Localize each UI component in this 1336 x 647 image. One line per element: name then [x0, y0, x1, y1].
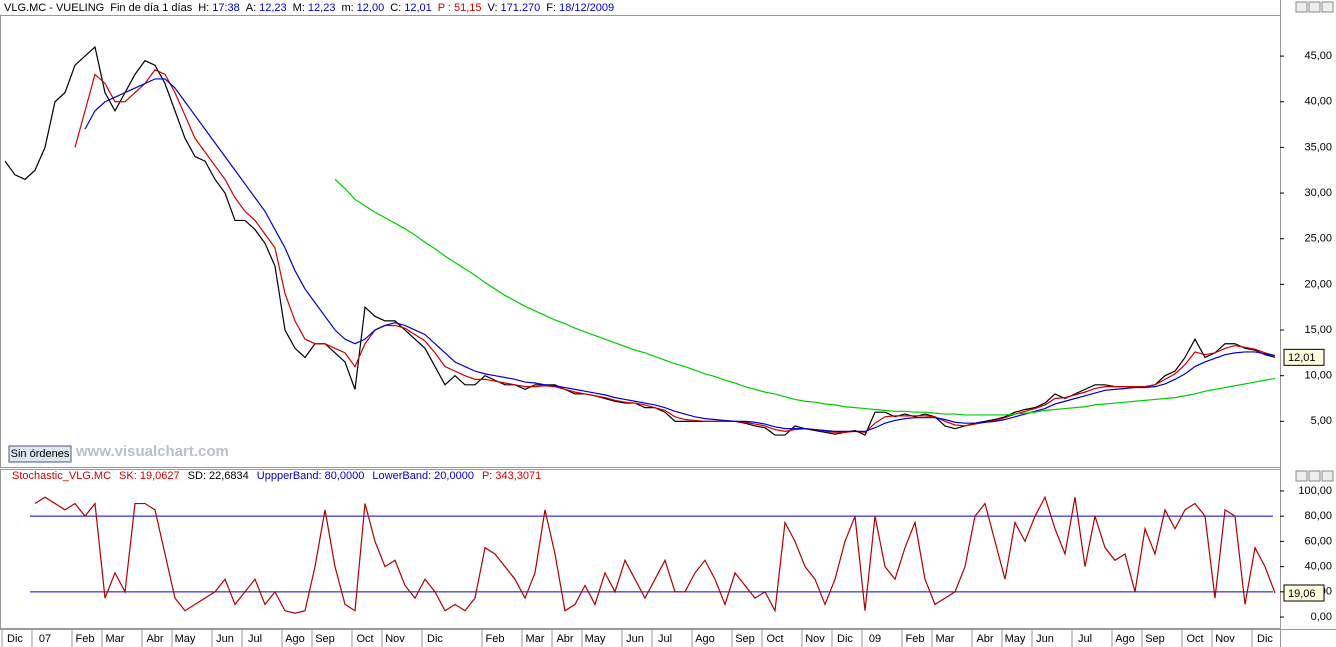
header-item: M:	[293, 2, 305, 14]
last-value-box	[1283, 584, 1325, 602]
indicator-title-part: SD: 22,6834	[188, 470, 249, 482]
x-tick-label: Mar	[936, 633, 955, 645]
x-tick-label: Jul	[1078, 633, 1092, 645]
y-tick-label: 40,00	[1304, 561, 1332, 573]
last-value-box	[1283, 348, 1325, 366]
minimize-button[interactable]	[1295, 1, 1308, 13]
header-item: VLG.MC - VUELING	[4, 2, 104, 14]
series-line	[34, 495, 1276, 614]
x-tick-label: Jun	[626, 633, 644, 645]
watermark: www.visualchart.com	[75, 443, 229, 460]
close-button[interactable]	[1321, 470, 1334, 482]
header-item: 12,23	[259, 2, 287, 14]
header: VLG.MC - VUELING Fin de día 1 días H: 17:38…	[4, 2, 614, 14]
x-tick-label: May	[175, 633, 196, 645]
x-tick-label: Ago	[1115, 633, 1135, 645]
series-line	[84, 78, 1276, 432]
maximize-button[interactable]	[1308, 470, 1321, 482]
header-item: 51,15	[454, 2, 482, 14]
x-tick-label: Feb	[486, 633, 505, 645]
indicator-title-part: SK: 19,0627	[119, 470, 180, 482]
indicator-title-part: P: 343,3071	[482, 470, 541, 482]
header-item: 17:38	[212, 2, 240, 14]
header-item: H:	[198, 2, 209, 14]
x-tick-label: Sep	[735, 633, 755, 645]
header-item: C:	[390, 2, 401, 14]
x-tick-label: Mar	[106, 633, 125, 645]
y-tick-label: 45,00	[1304, 50, 1332, 62]
x-tick-label: Sep	[1145, 633, 1165, 645]
orders-button-label[interactable]: Sin órdenes	[11, 448, 70, 460]
y-tick-label: 0,00	[1311, 611, 1332, 623]
close-button[interactable]	[1321, 1, 1334, 13]
header-item: F:	[546, 2, 556, 14]
x-tick-label: Abr	[556, 633, 573, 645]
x-tick-label: Nov	[805, 633, 825, 645]
header-item: 12,01	[404, 2, 432, 14]
x-tick-label: Feb	[76, 633, 95, 645]
x-tick-label: Nov	[1215, 633, 1235, 645]
x-tick-label: Jun	[1036, 633, 1054, 645]
x-tick-label: Ago	[695, 633, 715, 645]
x-tick-label: Mar	[526, 633, 545, 645]
y-tick-label: 60,00	[1304, 535, 1332, 547]
header-item: m:	[341, 2, 353, 14]
x-tick-label: Dic	[427, 633, 443, 645]
header-item: V:	[488, 2, 498, 14]
x-tick-label: Oct	[766, 633, 783, 645]
orders-button[interactable]	[8, 445, 72, 463]
x-tick-label: Feb	[906, 633, 925, 645]
window-buttons	[1295, 1, 1334, 482]
y-tick-label: 5,00	[1311, 415, 1332, 427]
y-tick-label: 35,00	[1304, 141, 1332, 153]
x-tick-label: Jul	[658, 633, 672, 645]
last-value-label: 12,01	[1288, 352, 1316, 364]
header-item: 18/12/2009	[559, 2, 614, 14]
indicator-title-part: LowerBand: 20,0000	[372, 470, 474, 482]
y-tick-label: 25,00	[1304, 233, 1332, 245]
x-tick-label: Ago	[285, 633, 305, 645]
y-tick-label: 80,00	[1304, 510, 1332, 522]
header-item: Fin de día 1 días	[110, 2, 192, 14]
y-tick-label: 30,00	[1304, 187, 1332, 199]
header-item: 12,00	[357, 2, 385, 14]
series-line	[334, 178, 1276, 416]
x-tick-label: Abr	[976, 633, 993, 645]
x-tick-label: 09	[869, 633, 881, 645]
x-tick-label: Oct	[356, 633, 373, 645]
indicator-title: Stochastic_VLG.MC SK: 19,0627 SD: 22,6834 U…	[12, 470, 541, 482]
header-item: A:	[246, 2, 256, 14]
y-tick-label: 15,00	[1304, 324, 1332, 336]
header-item: 171.270	[501, 2, 541, 14]
x-tick-label: Dic	[1257, 633, 1273, 645]
x-tick-label: May	[1005, 633, 1026, 645]
x-tick-label: Dic	[837, 633, 853, 645]
x-tick-label: Jun	[216, 633, 234, 645]
x-tick-label: Dic	[7, 633, 23, 645]
y-tick-label: 10,00	[1304, 370, 1332, 382]
x-tick-label: Jul	[248, 633, 262, 645]
indicator-title-part: Stochastic_VLG.MC	[12, 470, 111, 482]
y-tick-label: 20,00	[1304, 278, 1332, 290]
x-tick-label: May	[585, 633, 606, 645]
indicator-title-part: UppperBand: 80,0000	[257, 470, 365, 482]
header-item: 12,23	[308, 2, 336, 14]
maximize-button[interactable]	[1308, 1, 1321, 13]
header-item: P :	[438, 2, 451, 14]
minimize-button[interactable]	[1295, 470, 1308, 482]
x-tick-label: Nov	[385, 633, 405, 645]
y-tick-label: 100,00	[1298, 485, 1332, 497]
y-tick-label: 40,00	[1304, 96, 1332, 108]
x-tick-label: Sep	[315, 633, 335, 645]
series-line	[74, 69, 1276, 433]
x-tick-label: 07	[39, 633, 51, 645]
last-value-label: 19,06	[1288, 588, 1316, 600]
x-tick-label: Abr	[146, 633, 163, 645]
x-tick-label: Oct	[1186, 633, 1203, 645]
